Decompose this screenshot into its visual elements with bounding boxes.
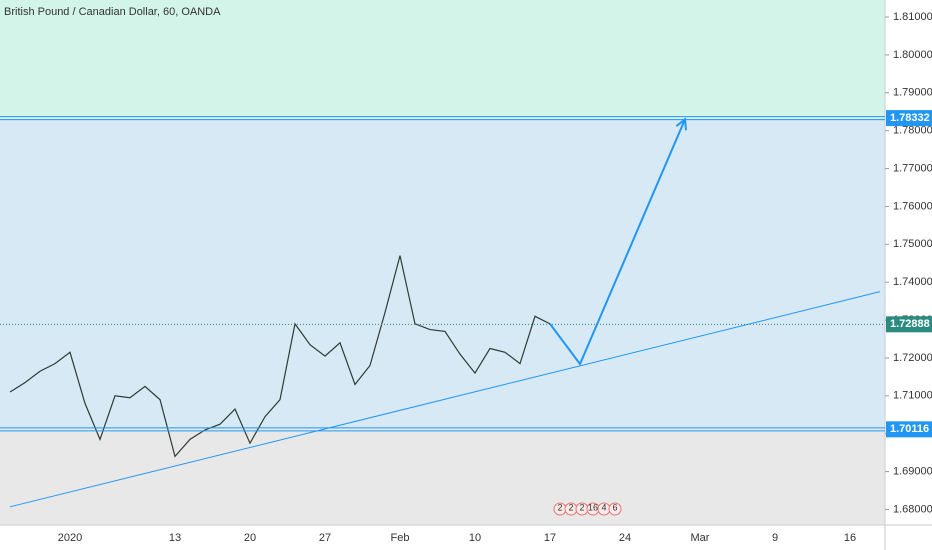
y-tick-label: 1.71000 [893,390,932,402]
x-tick-label: 13 [169,532,181,544]
price-label-bg [886,110,932,127]
event-count: 2 [579,502,584,512]
price-label-bg [886,316,932,333]
x-tick-label: 27 [319,532,331,544]
y-tick-label: 1.78000 [893,125,932,137]
zone [0,118,885,430]
zone [0,429,885,525]
event-count: 16 [588,502,598,512]
price-label-bg [886,421,932,438]
y-tick-label: 1.79000 [893,87,932,99]
price-label: 1.72888 [890,318,930,330]
chart-title: British Pound / Canadian Dollar, 60, OAN… [4,6,221,18]
y-tick-label: 1.69000 [893,465,932,477]
x-tick-label: 10 [469,532,481,544]
event-badge [608,502,622,516]
y-tick-label: 1.68000 [893,503,932,515]
price-label: 1.78332 [890,112,930,124]
x-tick-label: Feb [391,532,410,544]
y-tick-label: 1.77000 [893,162,932,174]
y-tick-label: 1.72000 [893,352,932,364]
y-tick-label: 1.81000 [893,11,932,23]
trend-line [9,291,881,508]
x-tick-label: 16 [844,532,856,544]
x-tick-label: 20 [244,532,256,544]
y-tick-label: 1.74000 [893,276,932,288]
y-tick-label: 1.76000 [893,200,932,212]
projection-arrow [549,118,686,367]
plot-area [0,0,885,525]
x-tick-label: 24 [619,532,631,544]
x-tick-label: Mar [691,532,710,544]
x-tick-label: 2020 [58,532,82,544]
x-tick-label: 9 [772,532,778,544]
y-tick-label: 1.75000 [893,238,932,250]
price-line [9,255,551,458]
event-count: 2 [568,502,573,512]
price-label: 1.70116 [890,423,929,435]
event-count: 6 [612,502,617,512]
y-tick-label: 1.80000 [893,49,932,61]
event-count: 2 [557,502,562,512]
zone [0,0,885,119]
x-tick-label: 17 [544,532,556,544]
event-count: 4 [601,502,606,512]
